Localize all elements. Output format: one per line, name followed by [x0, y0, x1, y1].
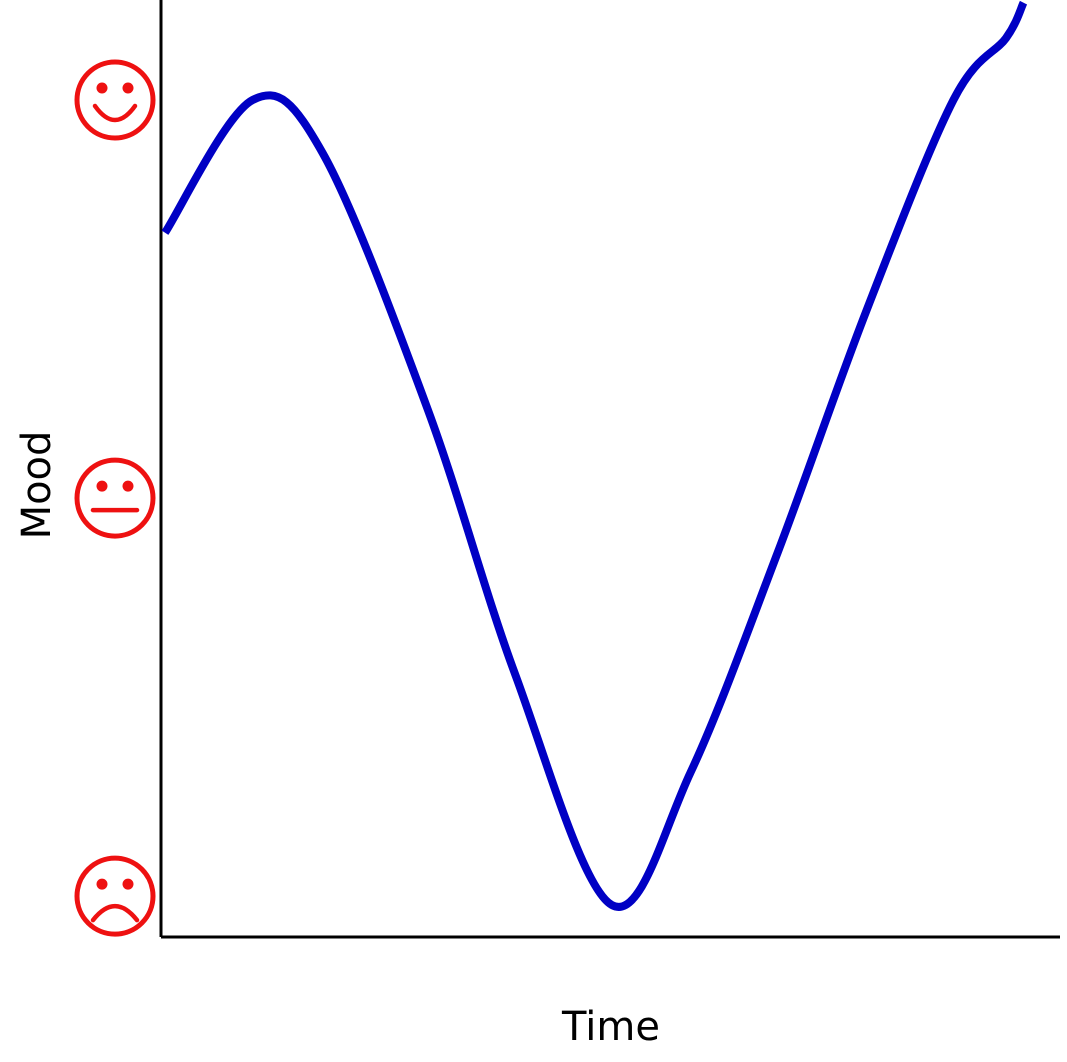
happy-face-icon — [74, 59, 156, 141]
face-eye — [96, 480, 108, 492]
face-eye — [122, 480, 134, 492]
face-mouth — [92, 103, 138, 123]
face-outline — [74, 457, 156, 539]
face-outline — [74, 855, 156, 937]
face-eye — [122, 878, 134, 890]
y-tick-icons — [74, 59, 156, 937]
series-layer — [161, 0, 1028, 911]
y-axis-label: Mood — [14, 431, 60, 540]
face-eye — [122, 82, 134, 94]
face-mouth — [90, 903, 140, 923]
face-outline — [74, 59, 156, 141]
mood-series-line — [161, 0, 1028, 911]
x-axis-label: Time — [561, 1004, 660, 1050]
face-eye — [96, 878, 108, 890]
face-eye — [96, 82, 108, 94]
sad-face-icon — [74, 855, 156, 937]
neutral-face-icon — [74, 457, 156, 539]
